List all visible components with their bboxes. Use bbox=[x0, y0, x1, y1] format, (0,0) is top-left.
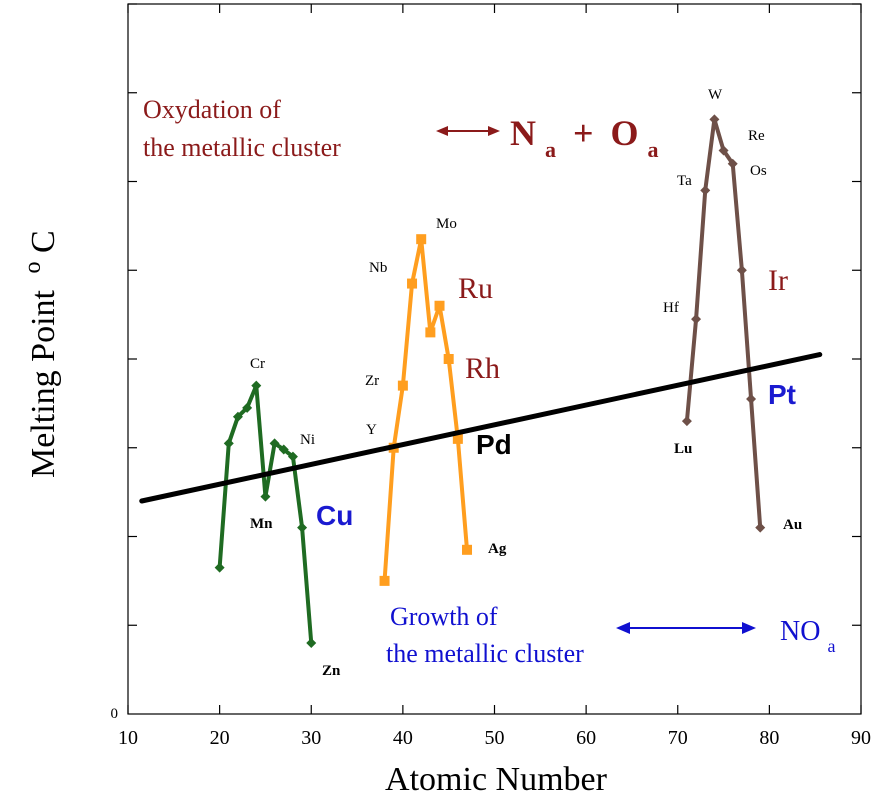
x-tick-label: 90 bbox=[851, 727, 871, 749]
data-point bbox=[452, 433, 463, 444]
label-au: Au bbox=[783, 517, 802, 533]
growth-line-1: Growth of bbox=[390, 602, 498, 631]
trend-line bbox=[139, 352, 823, 504]
x-axis-title: Atomic Number bbox=[385, 761, 608, 798]
data-point bbox=[416, 234, 427, 245]
x-tick-label: 40 bbox=[393, 727, 413, 749]
formula-na: N bbox=[510, 113, 536, 153]
label-zn: Zn bbox=[322, 663, 341, 679]
data-point bbox=[251, 380, 262, 391]
series-layer bbox=[139, 114, 823, 648]
series-line-2 bbox=[684, 117, 763, 530]
label-ni: Ni bbox=[300, 432, 315, 448]
label-ta: Ta bbox=[677, 173, 692, 189]
oxydation-line-1: Oxydation of bbox=[143, 95, 281, 124]
svg-text:Melting Point o C: Melting Point o C bbox=[11, 230, 62, 478]
label-lu: Lu bbox=[674, 441, 692, 457]
data-point bbox=[379, 575, 390, 586]
formula-na-oa: N a + O a bbox=[510, 113, 659, 165]
data-point bbox=[232, 411, 243, 422]
data-point bbox=[462, 544, 473, 555]
label-os: Os bbox=[750, 163, 767, 179]
x-tick-label: 80 bbox=[759, 727, 779, 749]
data-point bbox=[287, 451, 298, 462]
data-point bbox=[691, 314, 702, 325]
data-point bbox=[223, 438, 234, 449]
noa-text: NO bbox=[780, 616, 820, 647]
formula-na-sub: a bbox=[545, 137, 556, 162]
data-point bbox=[306, 638, 317, 648]
element-labels: Cr Ni Nb Mo Zr Y W Re Ta Os Hf bbox=[250, 87, 767, 448]
label-hf: Hf bbox=[663, 300, 679, 316]
x-tick-label: 50 bbox=[485, 727, 505, 749]
x-tick-label: 20 bbox=[210, 727, 230, 749]
label-cu: Cu bbox=[316, 500, 353, 531]
data-point bbox=[269, 438, 280, 449]
data-point bbox=[755, 522, 766, 533]
element-labels-bold: Mn Zn Ag Lu Au bbox=[250, 441, 802, 679]
label-cr: Cr bbox=[250, 356, 265, 372]
oxydation-line-2: the metallic cluster bbox=[143, 133, 341, 162]
oxydation-arrow bbox=[436, 126, 500, 136]
data-point bbox=[297, 522, 308, 533]
data-point bbox=[718, 145, 729, 156]
y-axis-title: Melting Point o C bbox=[11, 230, 62, 478]
data-point bbox=[736, 265, 747, 276]
y-axis-ticks bbox=[128, 3, 861, 626]
growth-line-2: the metallic cluster bbox=[386, 639, 584, 668]
data-point bbox=[746, 393, 757, 404]
y-axis-title-text: Melting Point bbox=[25, 289, 62, 478]
formula-oa: O bbox=[611, 113, 639, 153]
data-point bbox=[443, 354, 454, 364]
data-point bbox=[709, 114, 720, 125]
label-y: Y bbox=[366, 422, 377, 438]
label-ir: Ir bbox=[768, 264, 788, 297]
growth-arrow bbox=[616, 622, 756, 634]
noa-sub: a bbox=[827, 636, 835, 656]
label-ag: Ag bbox=[488, 541, 507, 557]
formula-oa-sub: a bbox=[648, 137, 659, 162]
label-nb: Nb bbox=[369, 260, 387, 276]
label-re: Re bbox=[748, 128, 765, 144]
data-point bbox=[397, 380, 408, 391]
data-point bbox=[681, 416, 692, 427]
y-axis-title-superscript: o bbox=[20, 262, 46, 274]
label-ru: Ru bbox=[458, 272, 493, 305]
formula-plus: + bbox=[573, 113, 594, 153]
data-point bbox=[700, 185, 711, 196]
label-w: W bbox=[708, 87, 723, 103]
series-line-0 bbox=[217, 383, 314, 645]
series-line-1 bbox=[382, 237, 470, 583]
label-pd: Pd bbox=[476, 429, 512, 460]
x-tick-label: 70 bbox=[668, 727, 688, 749]
label-pt: Pt bbox=[768, 379, 796, 410]
data-point bbox=[434, 300, 445, 311]
data-point bbox=[727, 158, 738, 169]
data-point bbox=[214, 562, 225, 573]
y-tick-label-zero: 0 bbox=[111, 706, 119, 722]
x-tick-label: 60 bbox=[576, 727, 596, 749]
data-point bbox=[425, 327, 436, 338]
noa-label: NO a bbox=[780, 616, 835, 656]
data-point bbox=[278, 444, 289, 455]
data-point bbox=[260, 491, 271, 502]
label-zr: Zr bbox=[365, 373, 379, 389]
label-rh: Rh bbox=[465, 352, 500, 385]
x-axis-ticks: 10 20 30 40 50 60 70 80 90 bbox=[118, 4, 871, 749]
label-mo: Mo bbox=[436, 216, 457, 232]
x-tick-label: 10 bbox=[118, 727, 138, 749]
y-axis-title-unit: C bbox=[25, 230, 62, 253]
data-point bbox=[242, 402, 253, 413]
data-point bbox=[407, 278, 418, 289]
label-mn: Mn bbox=[250, 516, 273, 532]
x-tick-label: 30 bbox=[301, 727, 321, 749]
